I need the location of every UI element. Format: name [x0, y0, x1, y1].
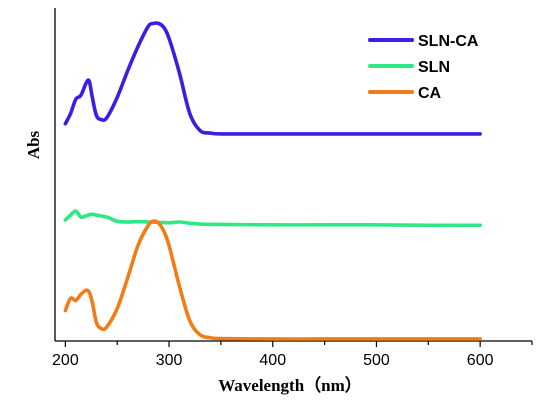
legend-label-ca: CA — [418, 85, 442, 102]
x-tick-label: 200 — [52, 352, 79, 369]
x-tick-label: 500 — [363, 352, 390, 369]
x-axis-title: Wavelength（nm） — [218, 375, 362, 395]
axes: 200 300 400 500 600 — [52, 8, 533, 369]
y-axis-title: Abs — [24, 130, 43, 159]
legend-label-sln: SLN — [418, 59, 450, 76]
x-ticks: 200 300 400 500 600 — [52, 341, 533, 369]
x-tick-label: 400 — [259, 352, 286, 369]
legend: SLN-CA SLN CA — [368, 33, 479, 102]
legend-label-sln-ca: SLN-CA — [418, 33, 479, 50]
series-line-sln — [63, 209, 482, 228]
series-lines — [63, 21, 482, 341]
series-line-ca — [63, 219, 482, 341]
series-line-sln-ca — [63, 21, 482, 136]
x-tick-label: 300 — [156, 352, 183, 369]
x-tick-label: 600 — [467, 352, 494, 369]
